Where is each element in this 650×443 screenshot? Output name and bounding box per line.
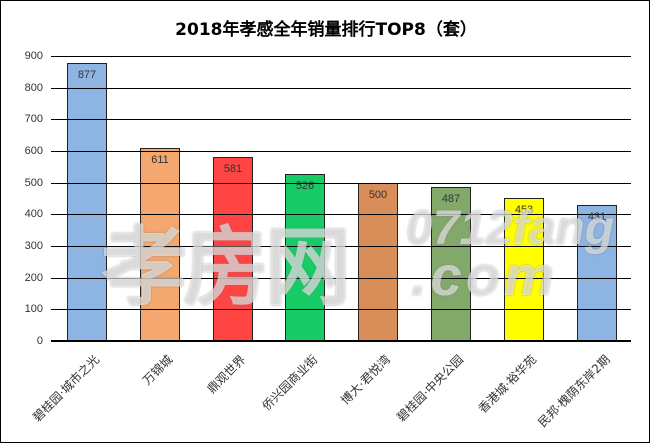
y-tick-label: 300	[24, 240, 43, 252]
x-category-label: 民邦·槐荫东岸2期	[534, 352, 613, 430]
x-category-label: 侨兴园商业街	[259, 352, 321, 414]
y-tick-label: 500	[24, 176, 43, 189]
y-tick-label: 100	[24, 303, 43, 316]
gridline	[51, 56, 631, 57]
gridline	[51, 87, 631, 89]
x-category-label: 鼎观世界	[204, 352, 249, 397]
y-tick-label: 0	[36, 335, 43, 347]
y-tick-label: 400	[24, 208, 43, 221]
bar	[140, 147, 180, 341]
x-category-label: 万锦城	[139, 352, 176, 388]
bar-value-label: 500	[368, 188, 388, 201]
bar-value-label: 611	[151, 153, 169, 166]
y-tick-label: 800	[24, 81, 43, 94]
x-category-label: 香港城·裕华苑	[475, 352, 540, 416]
bar-value-label: 453	[514, 203, 534, 216]
gridline	[51, 277, 631, 279]
gridline	[51, 182, 631, 184]
bar	[213, 157, 253, 341]
x-category-label: 博大·君悦湾	[338, 352, 394, 408]
gridline	[51, 309, 631, 311]
bar-value-label: 877	[77, 69, 97, 82]
y-tick-label: 600	[24, 145, 43, 157]
chart-title: 2018年孝感全年销量排行TOP8（套）	[175, 20, 477, 40]
y-tick-label: 700	[24, 113, 43, 126]
y-tick-label: 200	[24, 271, 43, 284]
y-tick-label: 900	[24, 50, 43, 62]
bar	[577, 204, 617, 341]
gridline	[51, 246, 631, 247]
bar-value-label: 487	[441, 192, 461, 205]
bar	[504, 197, 544, 341]
bar-value-label: 526	[295, 180, 315, 193]
bar	[67, 63, 107, 341]
gridline	[51, 214, 631, 216]
x-category-label: 碧桂园·中央公园	[394, 352, 467, 425]
gridline	[51, 119, 631, 121]
bar-value-label: 431	[587, 210, 607, 223]
bar	[431, 186, 471, 341]
bar	[358, 182, 398, 341]
x-category-label: 碧桂园·城市之光	[30, 352, 103, 425]
bar-value-label: 581	[223, 163, 243, 176]
bar	[285, 174, 325, 341]
gridline	[51, 151, 631, 152]
gridline	[51, 340, 631, 342]
